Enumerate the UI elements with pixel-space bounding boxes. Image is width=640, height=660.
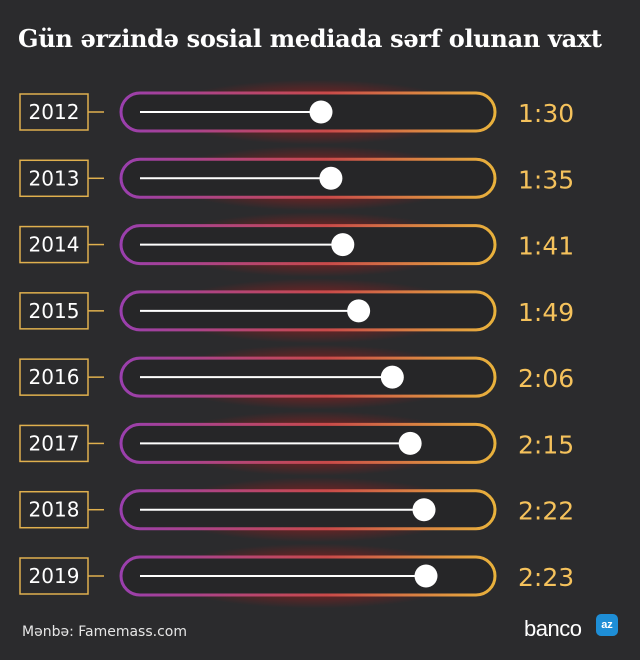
value-label: 1:35 bbox=[518, 165, 574, 194]
slider-knob bbox=[347, 299, 371, 323]
year-label: 2014 bbox=[29, 233, 80, 257]
year-label: 2015 bbox=[29, 299, 80, 323]
slider-knob bbox=[319, 166, 343, 190]
logo-badge: az bbox=[596, 614, 618, 636]
slider-row: 2019 2:23 bbox=[19, 543, 574, 609]
slider-knob bbox=[398, 431, 422, 455]
slider-knob bbox=[331, 233, 355, 257]
source-note: Mənbə: Famemass.com bbox=[22, 624, 187, 640]
slider-row: 2014 1:41 bbox=[19, 212, 574, 277]
slider-knob bbox=[309, 100, 333, 124]
slider-knob bbox=[414, 564, 438, 588]
chart-title: Gün ərzində sosial mediada sərf olunan v… bbox=[18, 24, 602, 53]
year-label: 2012 bbox=[29, 100, 80, 124]
year-label: 2017 bbox=[29, 431, 80, 455]
slider-row: 2015 1:49 bbox=[19, 278, 574, 344]
value-label: 2:22 bbox=[518, 497, 574, 526]
slider-row: 2016 2:06 bbox=[19, 344, 574, 410]
brand-logo: banco az bbox=[524, 614, 624, 650]
value-label: 2:06 bbox=[518, 364, 574, 393]
logo-text: banco bbox=[524, 616, 582, 641]
slider-row: 2018 2:22 bbox=[19, 477, 574, 543]
value-label: 1:49 bbox=[518, 298, 574, 327]
slider-row: 2017 2:15 bbox=[19, 411, 574, 476]
year-label: 2019 bbox=[29, 564, 80, 588]
slider-knob bbox=[380, 365, 404, 389]
year-label: 2018 bbox=[29, 498, 80, 522]
value-label: 2:23 bbox=[518, 563, 574, 592]
year-label: 2016 bbox=[29, 365, 80, 389]
year-label: 2013 bbox=[29, 166, 80, 190]
value-label: 1:30 bbox=[518, 99, 574, 128]
slider-row: 2012 1:30 bbox=[19, 79, 574, 145]
slider-row: 2013 1:35 bbox=[19, 145, 574, 211]
value-label: 2:15 bbox=[518, 430, 574, 459]
slider-knob bbox=[412, 498, 436, 522]
value-label: 1:41 bbox=[518, 232, 574, 261]
